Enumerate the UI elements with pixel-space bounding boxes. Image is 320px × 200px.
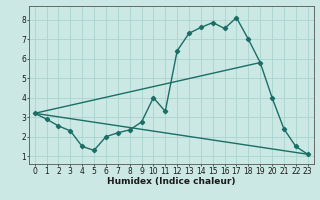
X-axis label: Humidex (Indice chaleur): Humidex (Indice chaleur)	[107, 177, 236, 186]
